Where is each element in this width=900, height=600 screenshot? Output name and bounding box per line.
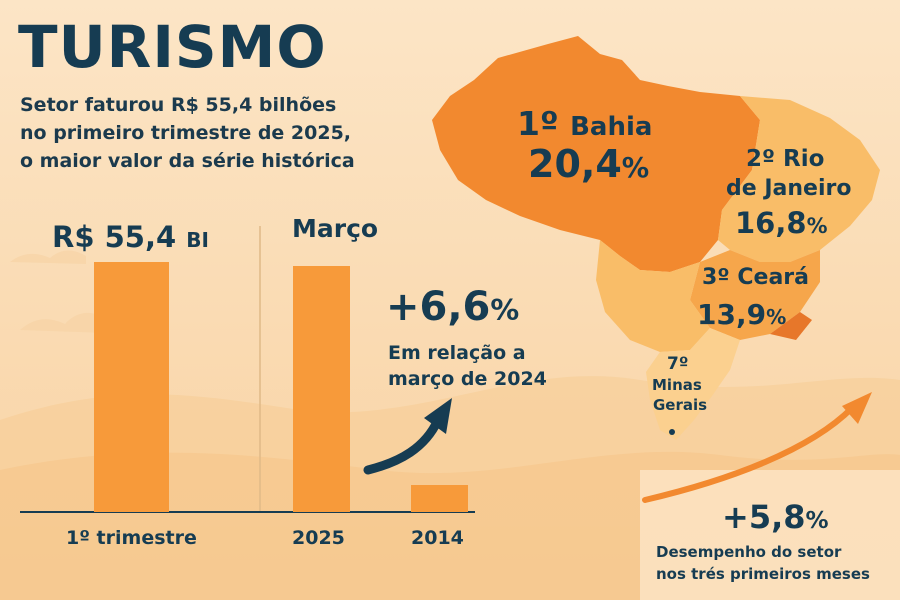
performance-note: nos trés primeiros meses [656,565,870,583]
performance-note: Desempenho do setor [656,543,841,561]
performance-value: +5,8 [722,498,806,536]
performance-unit: % [806,508,829,534]
performance-stat: +5,8% [722,498,829,536]
performance-arrow-icon [645,408,852,500]
performance-arrow-head [842,392,872,424]
